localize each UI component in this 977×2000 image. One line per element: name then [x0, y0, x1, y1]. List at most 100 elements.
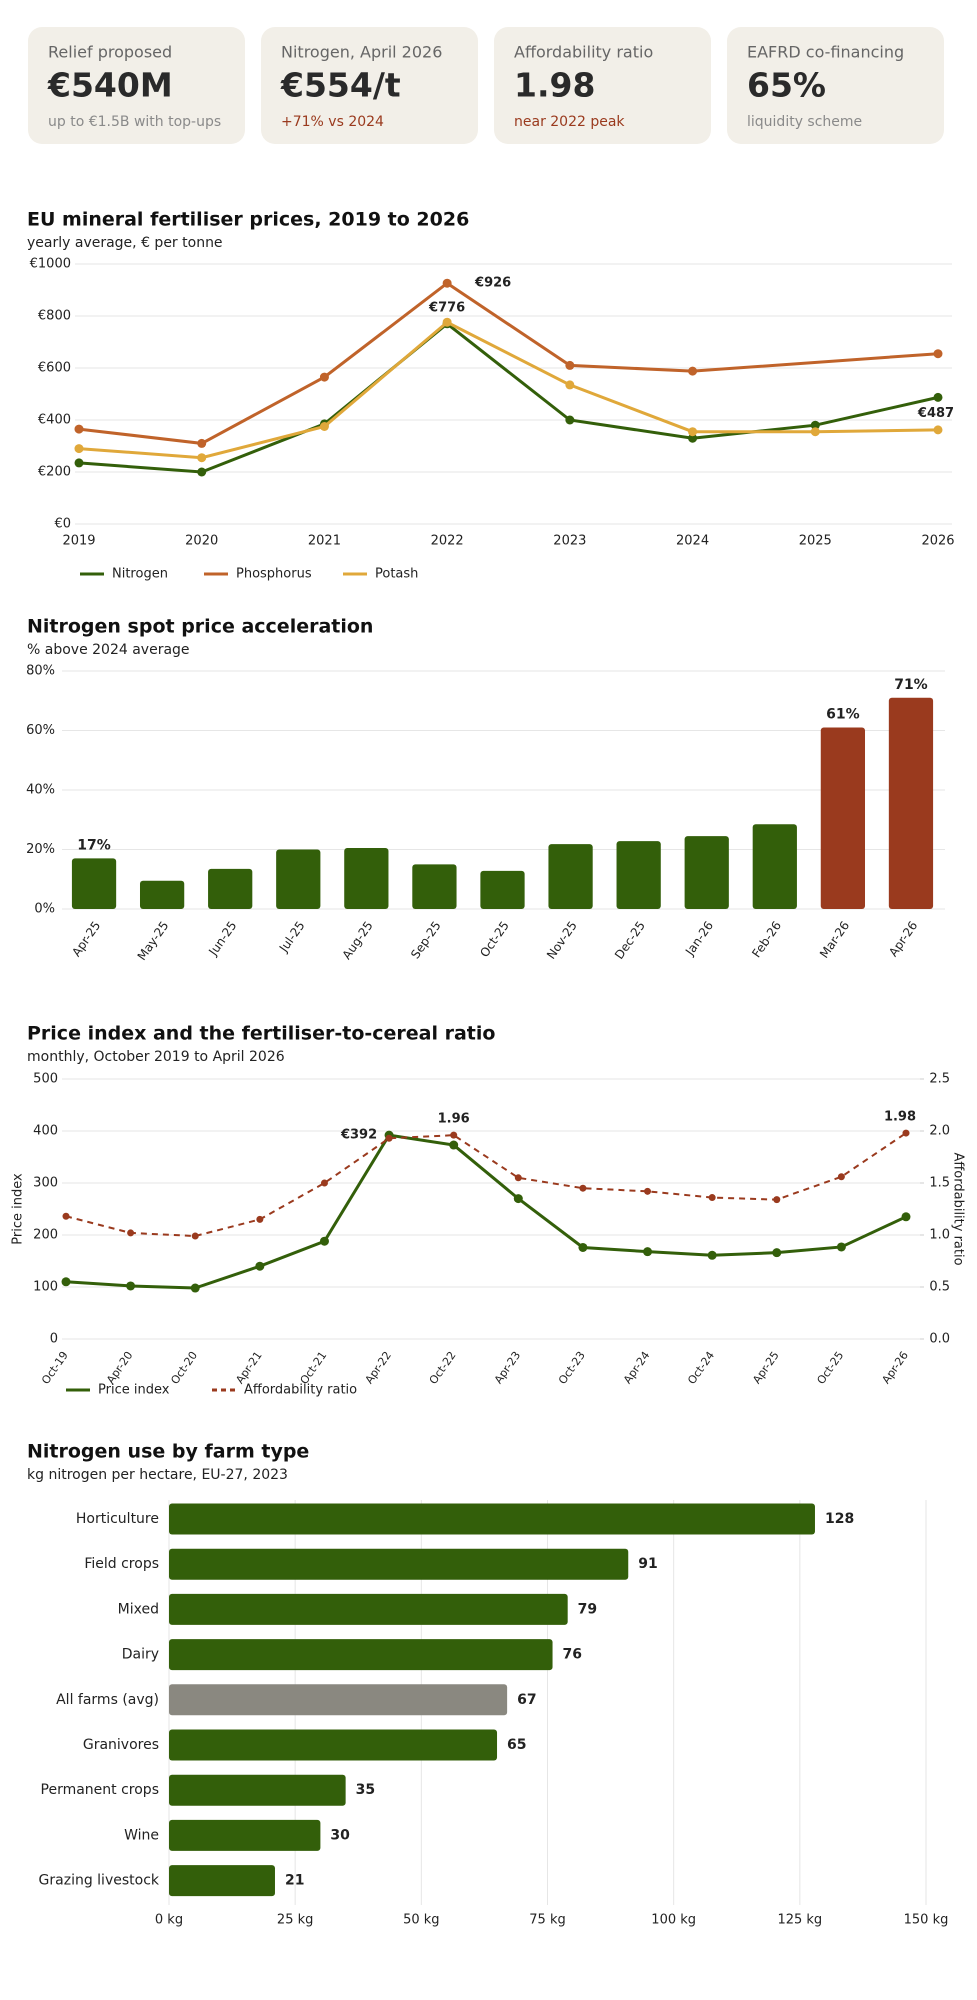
data-point	[902, 1129, 910, 1137]
data-point	[810, 427, 820, 437]
bar	[888, 697, 934, 909]
x-tick-label: 50 kg	[403, 1913, 439, 1928]
bar	[169, 1865, 275, 1897]
y-tick-label: Dairy	[122, 1647, 159, 1663]
data-label: 67	[517, 1692, 536, 1708]
x-tick-label: Nov-25	[544, 919, 580, 962]
data-point	[62, 1212, 70, 1220]
x-tick-label: Oct-20	[168, 1349, 200, 1387]
x-tick-label: 25 kg	[277, 1913, 313, 1928]
data-point	[197, 467, 207, 477]
y-axis-label: Price index	[11, 1173, 26, 1245]
data-point	[688, 427, 698, 437]
y-tick-label: 20%	[26, 842, 55, 857]
x-tick-label: Apr-23	[492, 1349, 523, 1386]
chart-title: Nitrogen use by farm type	[27, 1441, 309, 1463]
bar	[169, 1548, 629, 1580]
data-point	[837, 1173, 845, 1181]
y-tick-label: 300	[33, 1176, 58, 1191]
card-note: liquidity scheme	[747, 114, 862, 130]
y2-tick-label: 0.0	[929, 1332, 950, 1347]
x-tick-label: 2023	[553, 534, 586, 549]
bar	[752, 824, 797, 909]
x-tick-label: 0 kg	[155, 1913, 183, 1928]
data-point	[933, 392, 943, 402]
y-tick-label: €800	[38, 309, 71, 324]
data-label: 79	[578, 1601, 597, 1617]
legend-label: Nitrogen	[112, 567, 168, 582]
bar	[684, 836, 729, 909]
y-tick-label: 80%	[26, 664, 55, 679]
card-label: Nitrogen, April 2026	[281, 43, 442, 62]
chart-subtitle: kg nitrogen per hectare, EU-27, 2023	[27, 1467, 288, 1483]
data-label: €487	[917, 406, 954, 421]
x-tick-label: Apr-21	[233, 1349, 264, 1386]
y-tick-label: 400	[33, 1124, 58, 1139]
data-point	[449, 1140, 459, 1150]
data-point	[773, 1196, 781, 1204]
bar	[169, 1639, 553, 1671]
y2-tick-label: 1.5	[929, 1176, 950, 1191]
data-label: 17%	[77, 837, 111, 853]
bar	[276, 849, 321, 909]
data-label: 21	[285, 1873, 304, 1889]
data-point	[74, 444, 84, 454]
data-label: 61%	[826, 707, 860, 723]
bar	[820, 727, 866, 909]
x-tick-label: Oct-19	[39, 1349, 71, 1387]
bar	[616, 841, 661, 909]
data-point	[514, 1174, 522, 1182]
data-point	[707, 1250, 717, 1260]
x-tick-label: Oct-24	[685, 1349, 717, 1387]
y2-tick-label: 2.5	[929, 1072, 950, 1087]
data-point	[901, 1212, 911, 1222]
x-tick-label: Apr-25	[69, 919, 103, 959]
y2-tick-label: 2.0	[929, 1124, 950, 1139]
data-point	[579, 1184, 587, 1192]
series-line	[65, 1133, 907, 1290]
data-point	[74, 424, 84, 434]
y-tick-label: €600	[38, 361, 71, 376]
y-tick-label: Wine	[124, 1827, 159, 1843]
data-point	[319, 1236, 329, 1246]
data-label: 35	[356, 1782, 375, 1798]
data-point	[565, 415, 575, 425]
x-tick-label: Feb-26	[749, 919, 784, 961]
data-point	[197, 438, 207, 448]
x-tick-label: 2022	[431, 534, 464, 549]
x-tick-label: Oct-22	[427, 1349, 459, 1387]
y-tick-label: Granivores	[83, 1737, 159, 1753]
x-tick-label: Sep-25	[408, 919, 444, 962]
y-tick-label: Grazing livestock	[39, 1873, 160, 1889]
data-point	[836, 1242, 846, 1252]
bar	[169, 1684, 508, 1716]
y-tick-label: €1000	[30, 257, 71, 272]
legend-label: Affordability ratio	[244, 1383, 357, 1398]
data-point	[256, 1215, 264, 1223]
x-tick-label: Oct-23	[556, 1349, 588, 1387]
data-point	[565, 360, 575, 370]
data-label: 71%	[894, 677, 928, 693]
data-point	[578, 1242, 588, 1252]
x-tick-label: 2024	[676, 534, 709, 549]
y-tick-label: €200	[38, 465, 71, 480]
data-label: 30	[330, 1827, 350, 1843]
data-point	[933, 425, 943, 435]
data-point	[688, 366, 698, 376]
data-point	[643, 1247, 653, 1257]
data-point	[319, 372, 329, 382]
series-line	[78, 281, 939, 445]
bar	[208, 868, 253, 909]
y-tick-label: 0%	[34, 902, 55, 917]
x-tick-label: Apr-20	[104, 1349, 135, 1386]
y-tick-label: All farms (avg)	[56, 1692, 159, 1708]
data-point	[74, 458, 84, 468]
data-label: 76	[563, 1647, 582, 1663]
y-tick-label: 100	[33, 1280, 58, 1295]
x-tick-label: Dec-25	[612, 919, 648, 962]
legend-label: Potash	[375, 567, 418, 582]
bar	[169, 1503, 815, 1535]
data-point	[513, 1194, 523, 1204]
bar	[169, 1729, 498, 1761]
